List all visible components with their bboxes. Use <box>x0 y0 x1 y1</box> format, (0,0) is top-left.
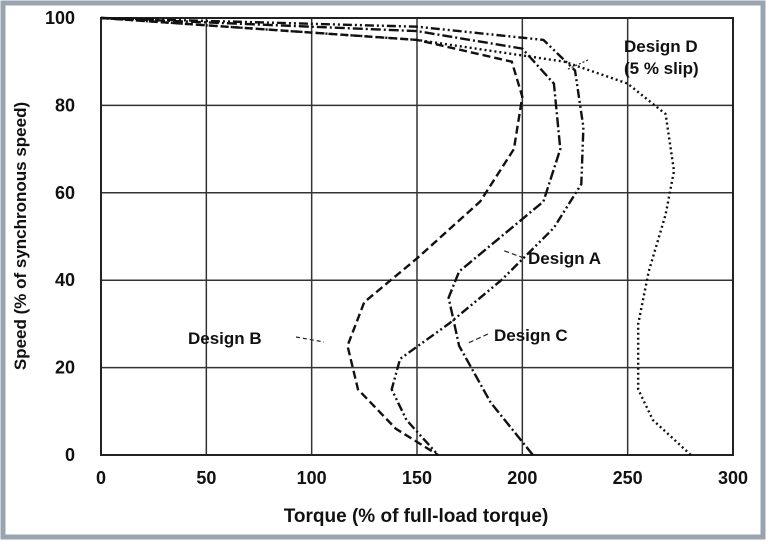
annotation: Design B <box>188 329 262 348</box>
y-axis-label: Speed (% of synchronous speed) <box>11 102 30 370</box>
y-tick-label: 60 <box>55 183 75 203</box>
leader-d <box>565 59 589 71</box>
series-line <box>100 16 585 456</box>
leader-c <box>465 333 489 345</box>
annotation: Design C <box>494 326 568 345</box>
annotation: Design A <box>528 249 601 268</box>
series-line <box>100 16 524 457</box>
series-line <box>100 16 562 456</box>
x-tick-label: 50 <box>196 468 216 488</box>
x-tick-label: 200 <box>507 468 537 488</box>
series-line <box>100 16 692 456</box>
x-tick-label: 300 <box>718 468 748 488</box>
y-tick-label: 80 <box>55 95 75 115</box>
y-tick-label: 0 <box>65 445 75 465</box>
y-tick-label: 20 <box>55 358 75 378</box>
x-tick-label: 0 <box>96 468 106 488</box>
annotation: Design D <box>624 37 698 56</box>
leader-b <box>295 336 325 343</box>
annotation: (5 % slip) <box>624 59 699 78</box>
x-tick-label: 150 <box>402 468 432 488</box>
y-tick-label: 40 <box>55 270 75 290</box>
plot-border <box>100 17 734 456</box>
y-tick-label: 100 <box>45 8 75 28</box>
x-tick-label: 250 <box>613 468 643 488</box>
x-tick-label: 100 <box>297 468 327 488</box>
leader-a <box>501 249 525 259</box>
leaders <box>295 59 589 345</box>
x-axis-label: Torque (% of full-load torque) <box>284 506 549 527</box>
